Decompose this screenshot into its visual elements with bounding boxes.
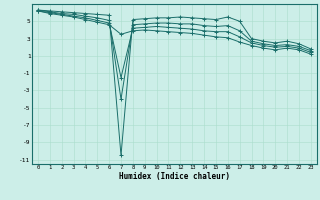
X-axis label: Humidex (Indice chaleur): Humidex (Indice chaleur): [119, 172, 230, 181]
